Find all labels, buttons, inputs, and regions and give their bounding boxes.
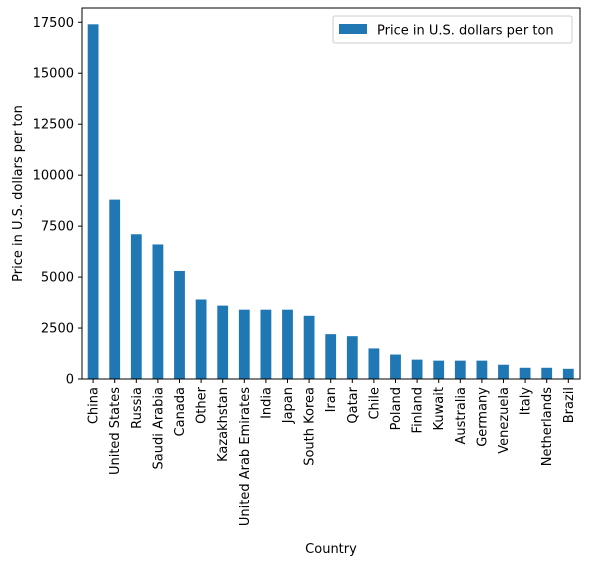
x-axis-title: Country <box>305 542 357 557</box>
bar-saudi-arabia <box>152 244 164 379</box>
x-tick-label: Iran <box>324 387 339 412</box>
bar-germany <box>476 360 488 379</box>
bar-finland <box>411 359 423 379</box>
x-tick-label: South Korea <box>303 387 318 466</box>
bar-chile <box>368 348 380 379</box>
x-tick-label: United States <box>108 387 123 475</box>
x-tick-label: Other <box>195 386 210 424</box>
x-tick-label: United Arab Emirates <box>238 387 253 526</box>
y-tick-label: 5000 <box>41 271 74 286</box>
bar-qatar <box>346 336 358 379</box>
x-tick-label: Venezuela <box>497 387 512 454</box>
x-tick-label: Kuwait <box>432 387 447 430</box>
legend-label: Price in U.S. dollars per ton <box>377 24 554 39</box>
bar-india <box>260 309 272 379</box>
x-tick-label: India <box>259 387 274 419</box>
bar-iran <box>325 334 337 379</box>
x-tick-label: Australia <box>454 387 469 445</box>
bar-poland <box>390 354 401 379</box>
x-tick-label: Canada <box>173 387 188 436</box>
x-tick-label: Netherlands <box>540 387 555 466</box>
legend-swatch <box>339 24 367 34</box>
bar-canada <box>174 270 185 379</box>
x-tick-label: Japan <box>281 387 296 424</box>
bar-kuwait <box>433 360 445 379</box>
x-tick-label: Chile <box>367 387 382 420</box>
y-tick-label: 2500 <box>41 322 74 337</box>
bar-south-korea <box>303 315 315 379</box>
x-tick-label: Italy <box>519 387 534 416</box>
x-tick-label: Kazakhstan <box>216 387 231 462</box>
y-axis: 0 2500 5000 7500 10000 12500 15000 17500 <box>33 16 82 388</box>
bars-layer <box>87 24 574 380</box>
y-axis-title: Price in U.S. dollars per ton <box>11 105 26 282</box>
y-tick-label: 0 <box>66 373 74 388</box>
y-tick-label: 15000 <box>33 67 74 82</box>
bar-brazil <box>562 368 574 379</box>
y-tick-label: 17500 <box>33 16 74 31</box>
bar-other <box>195 299 207 379</box>
x-axis: China United States Russia Saudi Arabia Cana… <box>87 379 577 526</box>
bar-united-arab-emirates <box>238 309 250 379</box>
x-tick-label: Russia <box>130 387 145 429</box>
bar-australia <box>454 360 466 379</box>
x-tick-label: Poland <box>389 387 404 430</box>
bar-russia <box>130 234 142 379</box>
bar-united-states <box>109 199 121 379</box>
bar-netherlands <box>541 367 553 379</box>
legend-box <box>332 15 573 44</box>
x-tick-label: Qatar <box>346 386 361 423</box>
x-tick-label: Finland <box>411 387 426 433</box>
y-tick-label: 10000 <box>33 169 74 184</box>
x-tick-label: China <box>87 387 102 424</box>
bar-japan <box>282 309 293 379</box>
bar-venezuela <box>498 364 509 379</box>
x-tick-label: Brazil <box>562 387 577 423</box>
x-tick-label: Germany <box>475 387 490 447</box>
x-tick-label: Saudi Arabia <box>151 387 166 470</box>
plot-frame <box>81 7 581 380</box>
bar-kazakhstan <box>217 305 229 379</box>
bar-china <box>87 24 99 380</box>
bar-italy <box>519 367 531 379</box>
y-tick-label: 7500 <box>41 220 74 235</box>
legend: Price in U.S. dollars per ton <box>332 15 573 44</box>
y-tick-label: 12500 <box>33 118 74 133</box>
